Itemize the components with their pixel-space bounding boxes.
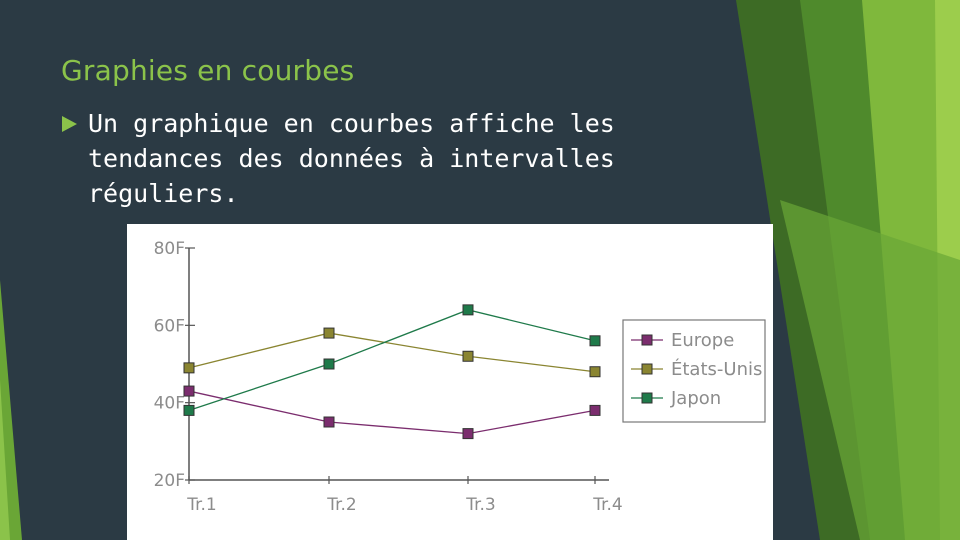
data-point-États-Unis	[462, 350, 474, 362]
arrow-bullet-icon	[62, 116, 77, 132]
series-line-États-Unis	[188, 332, 596, 373]
legend-marker	[641, 334, 653, 346]
legend-label: Europe	[671, 330, 734, 351]
y-tick-label: 40F	[154, 394, 185, 414]
data-point-Europe	[323, 416, 335, 428]
x-tick-label: Tr.4	[592, 495, 623, 515]
x-tick-label: Tr.1	[186, 495, 217, 515]
series-line-Europe	[188, 390, 596, 435]
data-point-Japon	[589, 335, 601, 347]
y-tick-label: 80F	[154, 239, 185, 259]
data-point-États-Unis	[589, 366, 601, 378]
bullet-text: Un graphique en courbes affiche les tend…	[88, 109, 615, 208]
data-point-États-Unis	[183, 362, 195, 374]
y-tick-label: 20F	[154, 471, 185, 491]
legend-marker	[641, 363, 653, 375]
data-point-Europe	[462, 428, 474, 440]
data-point-Japon	[183, 404, 195, 416]
legend-label: États-Unis	[671, 358, 762, 380]
data-point-Europe	[183, 385, 195, 397]
y-tick-label: 60F	[154, 316, 185, 336]
line-chart: 20F 40F 60F 80F Tr.1 Tr.2 Tr.3 Tr.4 Europe États-…	[154, 239, 766, 515]
data-point-Japon	[462, 304, 474, 316]
series-line-Japon	[188, 309, 596, 412]
data-point-Japon	[323, 358, 335, 370]
bullet-item: Un graphique en courbes affiche les tend…	[60, 106, 660, 211]
legend-label: Japon	[670, 388, 721, 409]
data-point-États-Unis	[323, 327, 335, 339]
x-tick-label: Tr.2	[326, 495, 357, 515]
data-point-Europe	[589, 404, 601, 416]
chart-panel: 20F 40F 60F 80F Tr.1 Tr.2 Tr.3 Tr.4 Europe États-…	[127, 224, 773, 540]
x-tick-label: Tr.3	[465, 495, 496, 515]
slide-title: Graphies en courbes	[61, 54, 355, 87]
legend-marker	[641, 392, 653, 404]
